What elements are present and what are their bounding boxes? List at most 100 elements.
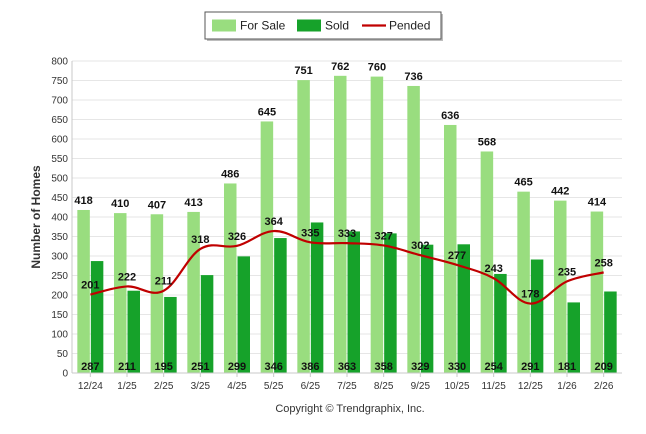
x-tick-label: 12/24 [78,381,103,392]
bar-sold [310,222,324,373]
sold-value-label: 299 [228,361,246,373]
pended-value-label: 211 [155,276,173,288]
bar-for-sale [444,124,457,374]
x-tick-label: 5/25 [264,381,284,392]
x-tick-label: 4/25 [227,381,247,392]
x-tick-label: 1/25 [117,381,137,392]
pended-value-label: 235 [558,266,576,278]
sold-value-label: 254 [484,361,503,373]
y-tick-label: 50 [57,349,69,360]
y-tick-label: 800 [51,57,68,68]
sold-value-label: 358 [374,361,392,373]
x-tick-label: 3/25 [191,381,211,392]
sold-value-label: 291 [521,361,539,373]
bar-for-sale [224,183,237,373]
bar-for-sale [407,85,420,374]
bar-sold [274,238,287,373]
legend: For Sale Sold Pended [204,11,443,41]
pended-value-label: 327 [374,230,392,242]
x-tick-label: 11/25 [482,381,507,392]
for-sale-value-label: 414 [588,197,607,209]
for-sale-value-label: 751 [294,65,312,77]
sold-value-label: 251 [191,361,209,373]
for-sale-value-label: 465 [514,177,532,189]
y-tick-label: 100 [51,330,68,341]
bar-sold [347,231,360,373]
sold-value-label: 329 [411,361,429,373]
x-tick-label: 10/25 [444,381,469,392]
x-tick-label: 6/25 [301,381,321,392]
legend-swatch-for-sale [212,19,236,32]
legend-label-for-sale: For Sale [240,19,286,33]
for-sale-value-label: 407 [148,199,166,211]
for-sale-value-label: 762 [331,61,349,73]
pended-value-label: 333 [338,228,356,240]
bar-sold [127,290,140,373]
sold-value-label: 287 [81,361,99,373]
bar-for-sale [334,75,347,373]
pended-value-label: 201 [81,280,99,292]
x-tick-label: 1/26 [557,381,577,392]
y-tick-label: 750 [51,76,68,87]
x-tick-label: 2/26 [594,381,614,392]
legend-label-sold: Sold [325,19,349,33]
bar-sold [384,233,397,373]
bar-sold [494,273,507,373]
x-tick-label: 12/25 [518,381,543,392]
for-sale-value-label: 760 [368,62,386,74]
for-sale-value-label: 442 [551,186,569,198]
y-axis: 0 50 100 150 200 250 300 350 400 450 500 550 600 650 7… [51,57,73,380]
bar-for-sale [554,200,567,373]
legend-swatch-sold [297,19,321,32]
for-sale-value-label: 413 [184,197,202,209]
for-sale-value-label: 486 [221,168,239,180]
y-tick-label: 200 [51,291,68,302]
x-tick-label: 8/25 [374,381,394,392]
x-tick-label: 2/25 [154,381,174,392]
bar-for-sale [77,209,90,373]
sold-value-label: 209 [594,361,612,373]
pended-value-label: 326 [228,231,246,243]
grid-lines [72,60,622,374]
y-tick-label: 300 [51,252,68,263]
x-axis: 12/24 1/25 2/25 3/25 4/25 5/25 6/25 7/25 8/25 9/2… [72,372,622,392]
y-tick-label: 650 [51,115,68,126]
sold-value-label: 211 [118,361,136,373]
pended-value-label: 302 [411,240,429,252]
bar-for-sale [370,76,384,373]
pended-value-label: 178 [521,289,539,301]
y-tick-label: 450 [51,193,68,204]
y-tick-label: 400 [51,213,68,224]
y-tick-label: 0 [62,369,68,380]
y-tick-label: 500 [51,174,68,185]
pended-line-layer [90,229,604,305]
data-labels: 418 287 410 211 407 195 413 251 486 299 645 346 751 3… [74,61,612,373]
bar-sold [164,296,177,373]
bar-for-sale [260,121,274,373]
bar-sold [200,275,214,373]
bar-for-sale [114,213,127,373]
bar-for-sale [297,80,310,374]
bar-sold [90,261,104,373]
sold-value-label: 346 [264,361,282,373]
pended-line [90,229,604,305]
y-tick-label: 350 [51,232,68,243]
bar-sold [530,259,544,373]
bar-sold [604,291,617,373]
bar-sold [420,244,434,373]
sold-value-label: 330 [448,361,466,373]
bar-sold [237,256,250,373]
bar-sold [567,302,580,373]
for-sale-value-label: 736 [404,71,422,83]
pended-value-label: 222 [118,271,136,283]
for-sale-value-label: 645 [258,106,276,118]
pended-value-label: 318 [191,234,209,246]
pended-value-label: 277 [448,250,466,262]
bars [77,75,617,374]
for-sale-value-label: 568 [478,136,496,148]
y-axis-title: Number of Homes [29,165,43,269]
for-sale-value-label: 410 [111,198,129,210]
legend-box [204,11,442,40]
bar-for-sale [590,211,604,373]
